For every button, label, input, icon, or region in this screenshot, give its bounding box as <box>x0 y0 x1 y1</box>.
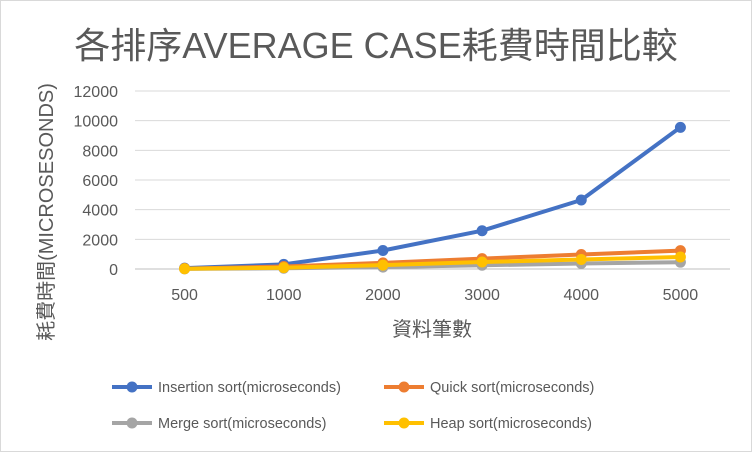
legend-swatch-marker <box>398 381 410 393</box>
legend-swatch-marker <box>126 417 138 429</box>
data-point <box>575 254 587 266</box>
x-tick-label: 4000 <box>563 287 599 304</box>
series-layer <box>179 121 686 275</box>
data-point <box>674 121 686 133</box>
legend-label: Heap sort(microseconds) <box>430 416 592 432</box>
x-axis-label: 資料筆數 <box>392 318 472 341</box>
x-tick-label: 2000 <box>365 287 401 304</box>
x-tick-label: 500 <box>171 287 198 304</box>
data-point <box>377 259 389 271</box>
data-point <box>377 244 389 256</box>
data-point <box>278 262 290 274</box>
x-axis-ticks: 500 1000 2000 3000 4000 5000 <box>171 287 698 304</box>
legend-swatch-marker <box>398 417 410 429</box>
chart-title: 各排序AVERAGE CASE耗費時間比較 <box>74 25 677 66</box>
y-axis-label: 耗費時間(MICROSESONDS) <box>35 83 58 341</box>
y-tick-label: 2000 <box>82 232 118 249</box>
x-tick-label: 3000 <box>464 287 500 304</box>
legend-item: Heap sort(microseconds) <box>384 416 592 432</box>
y-tick-label: 6000 <box>82 173 118 190</box>
y-tick-label: 0 <box>109 262 118 279</box>
legend-label: Insertion sort(microseconds) <box>158 380 341 396</box>
y-tick-label: 8000 <box>82 143 118 160</box>
legend: Insertion sort(microseconds) Quick sort(m… <box>112 380 594 432</box>
legend-swatch-marker <box>126 381 138 393</box>
x-tick-label: 1000 <box>266 287 302 304</box>
y-tick-label: 10000 <box>74 114 119 131</box>
data-point <box>476 225 488 237</box>
y-tick-label: 12000 <box>74 84 119 101</box>
legend-label: Quick sort(microseconds) <box>430 380 594 396</box>
series-line <box>182 255 683 271</box>
x-tick-label: 5000 <box>663 287 699 304</box>
data-point <box>179 263 191 275</box>
y-tick-label: 4000 <box>82 203 118 220</box>
legend-item: Quick sort(microseconds) <box>384 380 594 396</box>
series-line <box>182 125 683 271</box>
data-point <box>476 256 488 268</box>
series-4 <box>179 251 686 275</box>
y-axis-ticks: 0 2000 4000 6000 8000 10000 12000 <box>74 84 119 279</box>
series-1 <box>179 121 686 274</box>
data-point <box>575 194 587 206</box>
data-point <box>674 251 686 263</box>
legend-label: Merge sort(microseconds) <box>158 416 326 432</box>
legend-item: Insertion sort(microseconds) <box>112 380 341 396</box>
legend-item: Merge sort(microseconds) <box>112 416 326 432</box>
